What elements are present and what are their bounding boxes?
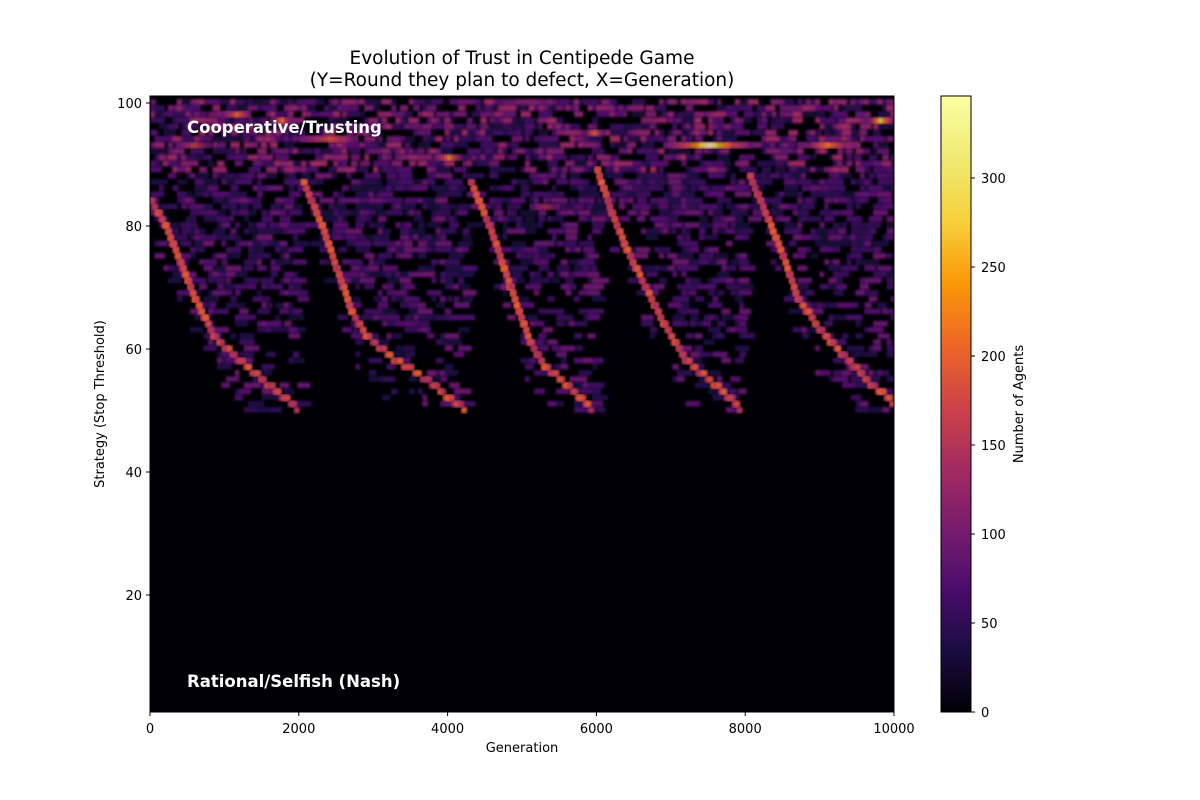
- annotation-cooperative: Cooperative/Trusting: [187, 118, 382, 137]
- colorbar: 0 50 100 150 200 250 300 Number of Agent…: [940, 95, 1027, 721]
- y-axis-label: Strategy (Stop Threshold): [93, 320, 108, 488]
- colorbar-gradient: [940, 95, 972, 713]
- heatmap-cells: [150, 99, 894, 414]
- x-tick-2000: 2000: [282, 722, 315, 737]
- y-tick-20: 20: [125, 589, 142, 604]
- annotation-nash: Rational/Selfish (Nash): [187, 672, 400, 691]
- x-tick-4000: 4000: [431, 722, 464, 737]
- x-tick-10000: 10000: [873, 722, 914, 737]
- x-axis: 0 2000 4000 6000 8000 10000 Generation: [146, 712, 915, 756]
- chart-title-line2: (Y=Round they plan to defect, X=Generati…: [309, 70, 735, 91]
- y-tick-80: 80: [125, 220, 142, 235]
- x-tick-8000: 8000: [729, 722, 762, 737]
- colorbar-tick-50: 50: [981, 617, 998, 632]
- x-axis-label: Generation: [486, 741, 559, 756]
- colorbar-tick-150: 150: [981, 439, 1006, 454]
- colorbar-label: Number of Agents: [1012, 345, 1027, 463]
- colorbar-tick-0: 0: [981, 706, 989, 721]
- chart-title-line1: Evolution of Trust in Centipede Game: [349, 48, 695, 69]
- plot-frame: [149, 95, 895, 713]
- y-tick-60: 60: [125, 343, 142, 358]
- x-tick-0: 0: [146, 722, 154, 737]
- colorbar-tick-300: 300: [981, 172, 1006, 187]
- y-axis: 100 80 60 40 20 Strategy (Stop Threshold…: [93, 97, 150, 604]
- x-tick-6000: 6000: [580, 722, 613, 737]
- y-tick-40: 40: [125, 466, 142, 481]
- chart-title: Evolution of Trust in Centipede Game (Y=…: [150, 48, 894, 92]
- heatmap-area: [149, 95, 895, 713]
- colorbar-tick-200: 200: [981, 350, 1006, 365]
- colorbar-tick-100: 100: [981, 528, 1006, 543]
- y-tick-100: 100: [117, 97, 142, 112]
- colorbar-tick-250: 250: [981, 261, 1006, 276]
